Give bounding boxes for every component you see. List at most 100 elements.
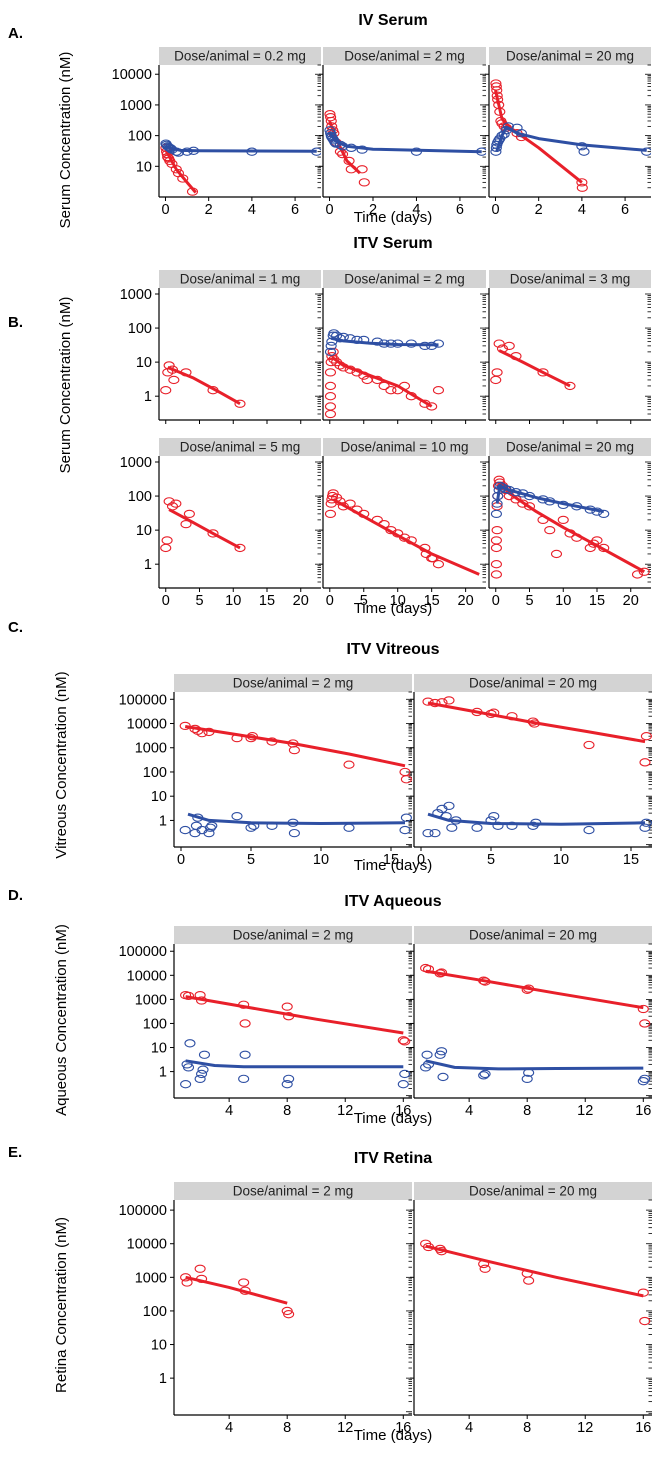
data-point-red [496,344,509,353]
data-point-blue [429,828,441,838]
data-point-red [344,365,356,374]
data-point-blue [485,816,497,825]
panel-letter: C. [8,619,23,636]
data-point-blue [311,147,321,156]
data-point-blue [206,821,218,830]
x-tick-label: 12 [337,1103,353,1119]
x-tick-label: 5 [487,852,495,868]
data-point-red [166,502,179,511]
data-point-red [371,375,383,385]
facet-label: Dose/animal = 1 mg [180,272,300,287]
facet-data [420,1239,651,1326]
data-point-red [344,499,356,508]
facet-strip [414,926,652,944]
data-point-red [281,1306,293,1316]
data-point-red [337,502,349,511]
data-point-blue [324,347,337,357]
data-point-blue [488,812,500,821]
data-point-blue [640,818,652,827]
data-point-blue [329,138,341,147]
y-tick-label: 10 [136,355,152,371]
x-tick-label: 16 [635,1103,651,1119]
data-point-red [639,758,651,767]
chart-title: ITV Aqueous [344,893,441,910]
x-tick-label: 0 [161,202,169,218]
data-point-red [324,509,337,519]
facet-strip [174,674,412,692]
facet: Dose/animal = 2 mg 1 10 100 1000 10000 100000 4… [119,926,412,1119]
data-point-red [429,698,441,708]
facet-data [160,139,321,196]
data-point-blue [422,828,434,838]
data-point-red [179,721,191,731]
data-point-blue [537,495,549,504]
data-point-red [162,152,174,162]
fit-line-blue [187,812,406,825]
data-point-red [343,156,355,166]
data-point-blue [392,339,404,348]
data-point-red [436,1247,448,1256]
data-point-red [427,554,439,563]
data-point-red [523,1276,535,1285]
data-point-blue [436,1047,448,1056]
data-point-blue [163,143,175,152]
data-point-red [163,361,175,370]
x-tick-label: 8 [283,1103,291,1119]
data-point-red [182,991,195,1001]
data-point-red [239,1019,251,1028]
fit-line-blue [495,484,605,514]
fit-line-red [167,366,241,406]
data-point-blue [331,331,343,340]
x-tick-label: 5 [360,593,368,609]
x-tick-label: 4 [465,1103,473,1119]
data-point-blue [358,335,370,345]
facet-data [179,721,412,838]
data-point-blue [239,1050,251,1059]
data-point-blue [443,801,455,810]
data-point-red [471,707,483,717]
x-tick-label: 4 [225,1103,233,1119]
data-point-blue [184,1039,196,1048]
data-point-blue [471,823,483,832]
x-tick-label: 12 [577,1420,593,1436]
y-tick-label: 100 [143,1016,167,1032]
data-point-red [351,505,363,514]
data-point-blue [345,143,357,152]
y-tick-label: 1000 [120,287,152,303]
y-tick-label: 10000 [127,1237,167,1253]
y-tick-label: 100 [128,321,152,337]
data-point-red [491,91,503,100]
data-point-red [160,386,172,395]
data-point-blue [182,1063,195,1072]
data-point-red [528,719,540,728]
fit-line-red [332,498,480,576]
y-tick-label: 100 [128,489,152,505]
data-point-blue [190,821,202,830]
facet: Dose/animal = 3 mg [485,270,651,424]
facet: Dose/animal = 2 mg 1 10 100 1000 10000 100000 4… [119,1182,412,1436]
data-point-blue [557,500,569,510]
fit-line-blue [185,1059,404,1069]
data-point-blue [515,129,527,138]
data-point-blue [492,821,504,830]
data-point-blue [325,341,337,351]
x-tick-label: 15 [589,593,605,609]
data-point-red [419,543,431,553]
x-tick-label: 4 [412,202,420,218]
facet-strip [174,926,412,944]
data-point-blue [283,1074,295,1083]
data-point-red [485,709,497,719]
data-point-red [231,733,243,743]
y-tick-label: 1 [159,813,167,829]
data-point-red [422,965,435,974]
data-point-red [385,386,397,395]
data-point-blue [476,147,486,156]
data-point-blue [337,142,349,151]
data-point-red [266,737,278,746]
data-point-red [521,985,533,994]
data-point-red [492,95,504,104]
data-point-blue [198,1050,211,1059]
y-tick-label: 100 [143,1304,167,1320]
y-tick-label: 100 [128,129,152,145]
data-point-red [194,1264,206,1273]
